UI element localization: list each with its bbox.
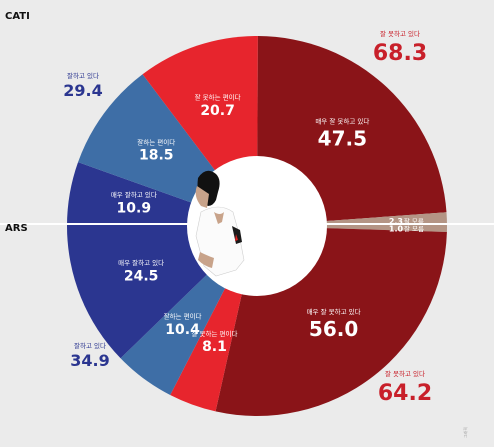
credit-text: 그래픽 — [462, 427, 468, 438]
person-photo — [195, 170, 245, 277]
cati-segment-value-0: 47.5 — [318, 127, 367, 151]
method-label-cati: CATI — [5, 11, 30, 22]
ars-segment-value-1: 56.0 — [309, 317, 358, 341]
cati-total-label-0: 잘 못하고 있다 — [380, 29, 420, 38]
cati-total-value-1: 29.4 — [63, 81, 102, 100]
ars-total-value-1: 34.9 — [70, 351, 109, 370]
cati-segment-label-1: 잘 모름 — [404, 217, 424, 225]
cati-segment-value-4: 20.7 — [200, 103, 235, 119]
ars-segment-label-4: 매우 잘하고 있다 — [118, 258, 164, 267]
cati-total-value-0: 68.3 — [373, 41, 427, 66]
cati-segment-label-0: 매우 잘 못하고 있다 — [315, 117, 369, 126]
ars-segment-label-2: 잘 못하는 편이다 — [191, 329, 237, 338]
ars-segment-value-0: 1.0 — [389, 224, 404, 233]
cati-segment-value-2: 10.9 — [117, 200, 152, 216]
cati-segment-value-1: 2.3 — [389, 217, 403, 226]
ars-total-value-0: 64.2 — [378, 381, 432, 406]
cati-segment-label-4: 잘 못하는 편이다 — [195, 93, 241, 102]
ars-segment-value-4: 24.5 — [124, 269, 159, 285]
method-label-ars: ARS — [5, 223, 28, 234]
ars-segment-value-2: 8.1 — [202, 339, 227, 355]
ars-segment-label-0: 잘 모름 — [404, 225, 424, 233]
ars-total-label-1: 잘하고 있다 — [74, 341, 106, 350]
cati-segment-value-3: 18.5 — [139, 148, 174, 164]
cati-segment-label-3: 잘하는 편이다 — [137, 137, 175, 146]
ars-segment-label-3: 잘하는 편이다 — [164, 312, 202, 321]
ars-segment-label-1: 매우 잘 못하고 있다 — [307, 307, 361, 316]
ars-total-label-0: 잘 못하고 있다 — [385, 369, 425, 378]
cati-segment-label-2: 매우 잘하고 있다 — [111, 190, 157, 199]
ars-segment-value-3: 10.4 — [165, 322, 200, 338]
cati-total-label-1: 잘하고 있다 — [67, 71, 99, 80]
